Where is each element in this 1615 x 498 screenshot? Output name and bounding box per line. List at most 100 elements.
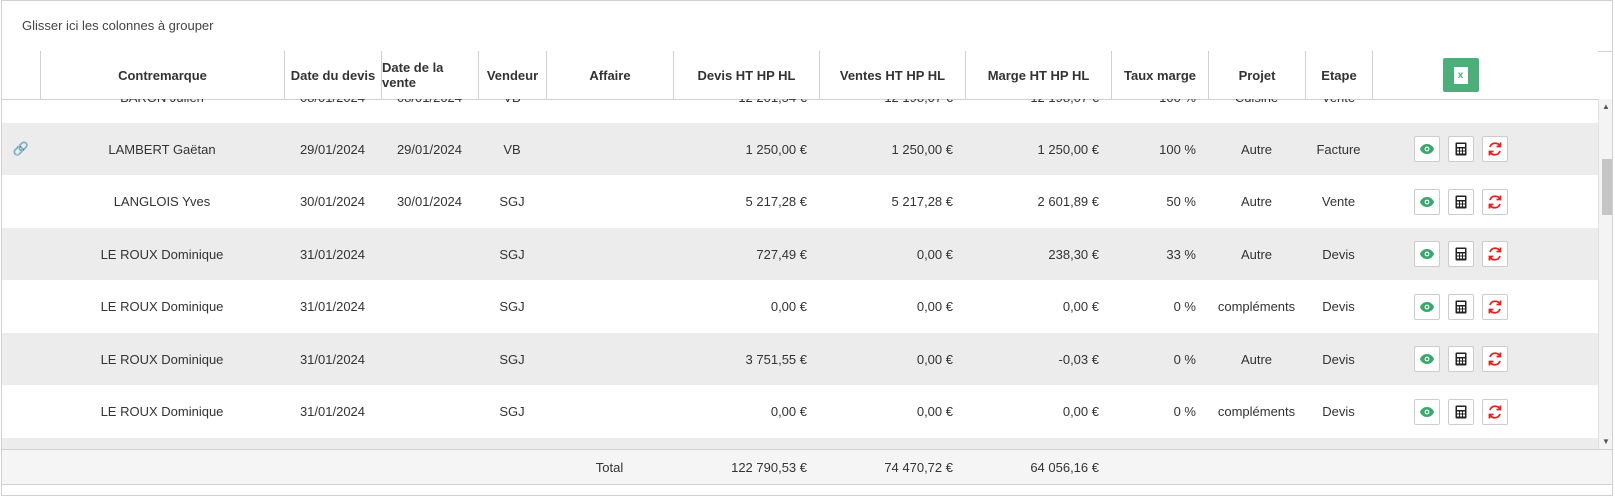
calculator-button[interactable]: [1448, 398, 1474, 425]
eye-icon: [1419, 301, 1435, 313]
cell-contremarque: LAMBERT Gaëtan: [108, 141, 216, 157]
excel-export-icon: x: [1453, 66, 1468, 84]
eye-button[interactable]: [1414, 188, 1440, 215]
column-header-affaire[interactable]: Affaire: [546, 51, 673, 99]
cell-marge-ht: -0,03 €: [1058, 351, 1099, 367]
table-row[interactable]: 🔗 LAMBERT Gaëtan 29/01/2024 29/01/2024 VB 1 2…: [2, 123, 1598, 175]
link-icon: [2, 386, 40, 438]
cell-affaire: [546, 228, 673, 280]
column-header-ventes-ht[interactable]: Ventes HT HP HL: [819, 51, 965, 99]
cell-projet: Autre: [1240, 246, 1273, 262]
group-by-panel[interactable]: Glisser ici les colonnes à grouper: [2, 1, 1612, 52]
cell-date-devis: 29/01/2024: [299, 141, 366, 157]
excel-export-button[interactable]: x: [1442, 58, 1479, 92]
link-icon: [2, 281, 40, 333]
grid-footer: Total 122 790,53 € 74 470,72 € 64 056,16…: [2, 449, 1612, 485]
row-actions: [1414, 386, 1508, 438]
cell-marge-ht: 12 198,07 €: [965, 99, 1111, 123]
column-header-actions: x: [1372, 51, 1548, 99]
refresh-button[interactable]: [1482, 293, 1508, 320]
cell-date-devis: 30/01/2024: [299, 194, 366, 209]
refresh-button[interactable]: [1482, 346, 1508, 372]
cell-devis-ht: 5 217,28 €: [745, 194, 807, 209]
cell-date-vente: [381, 281, 478, 333]
table-row[interactable]: LE ROUX Dominique 31/01/2024 SGJ 3 751,55 €…: [2, 333, 1598, 385]
column-header-date-vente[interactable]: Date de la vente: [381, 51, 478, 99]
grid-body[interactable]: BARON Julien 08/01/2024 08/01/2024 VB 12…: [2, 99, 1598, 449]
scrollbar-thumb[interactable]: [1602, 159, 1612, 215]
cell-marge-ht: 0,00 €: [1062, 404, 1099, 419]
cell-affaire: [546, 333, 673, 385]
cell-projet: Cuisine: [1208, 99, 1305, 123]
refresh-button[interactable]: [1482, 241, 1508, 267]
cell-taux-marge: 100 %: [1111, 99, 1208, 123]
cell-vendeur: SGJ: [499, 194, 525, 209]
refresh-button[interactable]: [1482, 398, 1508, 425]
cell-date-vente: 30/01/2024: [396, 194, 463, 209]
row-actions: [1414, 123, 1508, 175]
eye-icon: [1419, 196, 1435, 208]
calculator-button[interactable]: [1448, 241, 1474, 267]
refresh-icon: [1487, 141, 1503, 157]
calculator-button[interactable]: [1448, 136, 1474, 162]
scroll-up-arrow[interactable]: ▲: [1602, 102, 1610, 111]
row-actions: [1414, 333, 1508, 385]
cell-affaire: [546, 176, 673, 228]
cell-contremarque: BARON Julien: [40, 99, 284, 123]
row-actions: [1414, 228, 1508, 280]
cell-date-vente: 29/01/2024: [396, 141, 463, 157]
cell-date-vente: [381, 228, 478, 280]
refresh-icon: [1487, 299, 1503, 315]
column-header-contremarque[interactable]: Contremarque: [40, 51, 284, 99]
eye-button[interactable]: [1414, 293, 1440, 320]
column-header-projet[interactable]: Projet: [1208, 51, 1305, 99]
column-header-vendeur[interactable]: Vendeur: [478, 51, 546, 99]
refresh-button[interactable]: [1482, 188, 1508, 215]
vertical-scrollbar[interactable]: ▲ ▼: [1598, 99, 1612, 449]
refresh-icon: [1487, 351, 1503, 367]
table-row[interactable]: LANGLOIS Yves 30/01/2024 30/01/2024 SGJ 5 21…: [2, 176, 1598, 228]
link-icon[interactable]: 🔗: [12, 141, 30, 156]
eye-button[interactable]: [1414, 136, 1440, 162]
cell-etape: Devis: [1322, 404, 1355, 419]
calculator-button[interactable]: [1448, 293, 1474, 320]
cell-date-vente: [381, 333, 478, 385]
table-row[interactable]: LE ROUX Dominique 31/01/2024 SGJ 0,00 € 0,00…: [2, 281, 1598, 333]
column-header-marge-ht[interactable]: Marge HT HP HL: [965, 51, 1111, 99]
cell-vendeur: VB: [503, 141, 521, 157]
column-header-taux-marge[interactable]: Taux marge: [1111, 51, 1208, 99]
eye-button[interactable]: [1414, 398, 1440, 425]
link-icon: [2, 176, 40, 228]
refresh-button[interactable]: [1482, 136, 1508, 162]
cell-marge-ht: 238,30 €: [1048, 246, 1099, 262]
cell-taux-marge: 0 %: [1173, 351, 1196, 367]
cell-etape: Vente: [1321, 194, 1356, 209]
link-icon: [2, 333, 40, 385]
cell-taux-marge: 50 %: [1166, 194, 1196, 209]
refresh-icon: [1487, 194, 1503, 210]
eye-icon: [1419, 353, 1435, 365]
eye-button[interactable]: [1414, 241, 1440, 267]
cell-date-devis: 31/01/2024: [299, 299, 366, 314]
calculator-button[interactable]: [1448, 188, 1474, 215]
table-row[interactable]: BARON Julien 08/01/2024 08/01/2024 VB 12…: [2, 99, 1598, 123]
link-icon: [2, 228, 40, 280]
scroll-down-arrow[interactable]: ▼: [1602, 437, 1610, 446]
cell-etape: Devis: [1322, 246, 1355, 262]
row-actions: [1414, 281, 1508, 333]
cell-ventes-ht: 1 250,00 €: [891, 141, 953, 157]
footer-total-devis: 122 790,53 €: [731, 459, 807, 475]
column-header-devis-ht[interactable]: Devis HT HP HL: [673, 51, 819, 99]
cell-projet: Autre: [1240, 351, 1273, 367]
column-header-etape[interactable]: Etape: [1305, 51, 1372, 99]
table-row[interactable]: LE ROUX Dominique 31/01/2024 SGJ 0,00 € 0,00…: [2, 386, 1598, 438]
cell-devis-ht: 12 201,54 €: [673, 99, 819, 123]
cell-etape: Vente: [1305, 99, 1372, 123]
calculator-button[interactable]: [1448, 346, 1474, 372]
column-header-date-devis[interactable]: Date du devis: [284, 51, 381, 99]
table-row[interactable]: LE ROUX Dominique 31/01/2024 SGJ 727,49 € 0,…: [2, 228, 1598, 280]
footer-total-label: Total: [595, 459, 624, 475]
calculator-icon: [1455, 247, 1467, 261]
eye-button[interactable]: [1414, 346, 1440, 372]
cell-ventes-ht: 0,00 €: [916, 351, 953, 367]
